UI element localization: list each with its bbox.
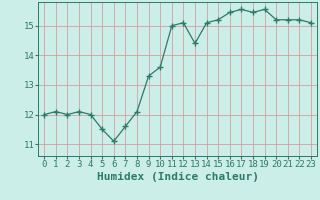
X-axis label: Humidex (Indice chaleur): Humidex (Indice chaleur) [97,172,259,182]
